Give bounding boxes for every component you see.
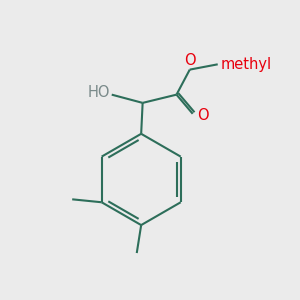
Text: HO: HO — [88, 85, 110, 100]
Text: O: O — [184, 53, 196, 68]
Text: methyl: methyl — [221, 57, 272, 72]
Text: O: O — [197, 108, 209, 123]
